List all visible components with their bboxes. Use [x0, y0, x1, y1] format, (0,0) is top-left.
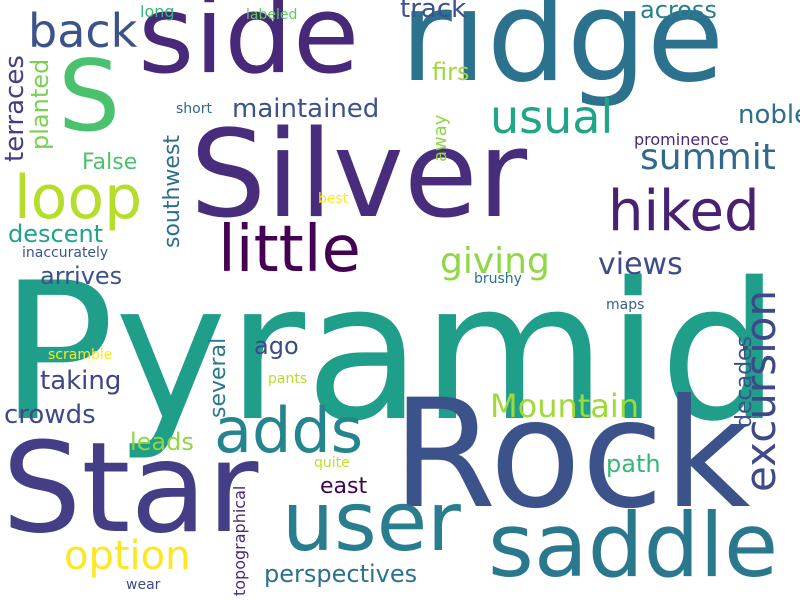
word-planted: planted: [26, 58, 54, 150]
word-ago: ago: [254, 332, 299, 360]
word-ridge: ridge: [400, 0, 725, 110]
word-best: best: [318, 191, 349, 207]
word-taking: taking: [40, 366, 122, 396]
word-maintained: maintained: [232, 94, 380, 124]
word-leads: leads: [130, 428, 194, 456]
word-several: several: [206, 337, 231, 418]
word-usual: usual: [490, 90, 614, 144]
word-adds: adds: [214, 394, 364, 467]
word-labeled: labeled: [246, 7, 298, 23]
word-prominence: prominence: [634, 130, 729, 149]
word-star: Star: [2, 416, 259, 561]
word-across: across: [640, 0, 717, 24]
word-hiked: hiked: [608, 179, 760, 244]
word-pyramid: Pyramid: [0, 242, 781, 463]
word-arrives: arrives: [40, 262, 123, 290]
word-quite: quite: [314, 455, 350, 471]
word-brushy: brushy: [474, 271, 522, 287]
word-side: side: [138, 0, 360, 98]
word-pants: pants: [268, 371, 308, 387]
word-east: east: [320, 474, 368, 499]
word-track: track: [400, 0, 467, 24]
word-inaccurately: inaccurately: [22, 245, 109, 261]
word-decades: decades: [732, 335, 757, 428]
word-scramble: scramble: [48, 347, 113, 363]
word-user: user: [282, 475, 461, 570]
word-perspectives: perspectives: [264, 560, 418, 588]
word-descent: descent: [8, 220, 104, 248]
word-wear: wear: [126, 577, 161, 593]
word-away: away: [430, 114, 451, 162]
word-false: False: [82, 150, 138, 175]
word-option: option: [64, 533, 191, 579]
word-rock: Rock: [392, 368, 751, 542]
word-little: little: [218, 213, 361, 287]
word-maps: maps: [606, 297, 645, 313]
word-saddle: saddle: [488, 494, 779, 597]
word-southwest: southwest: [160, 134, 185, 248]
word-terraces: terraces: [0, 55, 30, 162]
word-noble: noble: [738, 100, 800, 130]
word-short: short: [176, 101, 212, 117]
word-mountain: Mountain: [490, 387, 640, 425]
word-topographical: topographical: [230, 485, 249, 596]
word-silver: Silver: [190, 106, 528, 245]
word-path: path: [606, 450, 661, 478]
word-views: views: [598, 247, 683, 282]
word-crowds: crowds: [4, 400, 96, 430]
word-firs: firs: [432, 58, 470, 86]
word-s: S: [58, 40, 121, 154]
word-loop: loop: [14, 163, 143, 233]
word-giving: giving: [440, 241, 550, 282]
word-long: long: [140, 2, 175, 21]
word-summit: summit: [640, 137, 776, 178]
word-back: back: [28, 4, 138, 58]
